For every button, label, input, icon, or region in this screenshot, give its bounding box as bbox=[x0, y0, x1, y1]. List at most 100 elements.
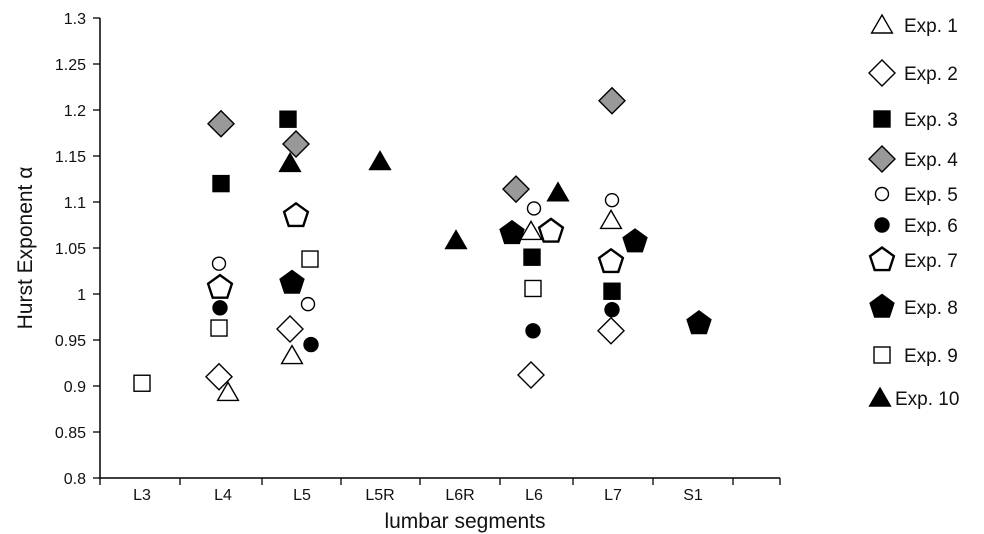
legend-item: Exp. 8 bbox=[869, 293, 958, 319]
data-point bbox=[279, 110, 297, 128]
legend-marker bbox=[874, 186, 890, 202]
x-tick-label: L5 bbox=[293, 487, 311, 504]
series-3 bbox=[212, 110, 621, 300]
series-4 bbox=[207, 86, 626, 204]
x-tick-label: L3 bbox=[133, 487, 151, 504]
x-tick-label: L7 bbox=[604, 487, 622, 504]
y-tick-label: 1.3 bbox=[64, 11, 86, 28]
x-tick-label: S1 bbox=[683, 487, 703, 504]
data-point bbox=[502, 175, 530, 204]
data-point bbox=[526, 201, 542, 216]
data-point bbox=[211, 256, 227, 271]
legend-item: Exp. 3 bbox=[873, 110, 958, 131]
legend-label: Exp. 10 bbox=[895, 389, 959, 410]
data-point bbox=[212, 300, 228, 316]
x-tick-label: L4 bbox=[214, 487, 232, 504]
legend-item: Exp. 6 bbox=[874, 216, 958, 237]
data-point bbox=[212, 174, 230, 193]
data-point bbox=[519, 220, 543, 241]
legend-marker bbox=[868, 386, 892, 407]
y-tick-label: 0.85 bbox=[55, 425, 86, 442]
data-point bbox=[282, 201, 310, 228]
data-point bbox=[537, 217, 565, 243]
legend-marker bbox=[868, 59, 896, 87]
data-point bbox=[598, 86, 626, 115]
series-8 bbox=[279, 219, 712, 335]
y-axis-ticks: 0.8 0.85 0.9 0.95 1 1.05 1.1 1.15 1.2 1.25 1.3 bbox=[55, 11, 100, 488]
legend-item: Exp. 5 bbox=[874, 185, 958, 206]
legend-marker bbox=[868, 145, 896, 173]
data-point bbox=[210, 319, 228, 337]
data-point bbox=[523, 248, 541, 266]
x-axis-title: lumbar segments bbox=[384, 510, 545, 533]
legend-marker bbox=[870, 13, 894, 34]
x-tick-label: L5R bbox=[365, 487, 394, 504]
y-tick-label: 0.95 bbox=[55, 333, 86, 350]
data-point bbox=[603, 282, 621, 300]
data-point bbox=[604, 301, 620, 318]
legend-label: Exp. 7 bbox=[904, 251, 958, 272]
legend-label: Exp. 8 bbox=[904, 298, 958, 319]
y-axis-title: Hurst Exponent α bbox=[14, 167, 37, 330]
legend-item: Exp. 2 bbox=[868, 59, 958, 87]
legend-marker bbox=[873, 346, 891, 364]
legend-marker bbox=[868, 246, 896, 272]
legend-item: Exp. 7 bbox=[868, 246, 958, 272]
data-point bbox=[301, 250, 319, 268]
data-point bbox=[300, 296, 316, 312]
legend-item: Exp. 10 bbox=[868, 386, 959, 410]
x-tick-label: L6R bbox=[445, 487, 474, 504]
series-6 bbox=[212, 300, 620, 353]
data-point bbox=[686, 310, 712, 335]
series-5 bbox=[211, 192, 620, 312]
legend-label: Exp. 6 bbox=[904, 216, 958, 237]
legend-marker bbox=[874, 217, 890, 233]
data-points bbox=[133, 86, 712, 402]
legend: Exp. 1 Exp. 2 Exp. 3 Exp. 4 Exp. 5 Exp. 6 Exp.… bbox=[868, 13, 959, 410]
data-point bbox=[368, 150, 392, 171]
y-tick-label: 1.15 bbox=[55, 149, 86, 166]
data-point bbox=[597, 247, 625, 274]
data-point bbox=[517, 361, 545, 389]
data-point bbox=[599, 209, 623, 230]
legend-item: Exp. 4 bbox=[868, 145, 958, 173]
data-point bbox=[280, 344, 304, 365]
data-point bbox=[133, 374, 151, 392]
legend-label: Exp. 2 bbox=[904, 64, 958, 85]
data-point bbox=[216, 381, 240, 402]
y-tick-label: 1.05 bbox=[55, 241, 86, 258]
data-point bbox=[444, 229, 468, 250]
series-2 bbox=[205, 315, 625, 391]
legend-label: Exp. 4 bbox=[904, 150, 958, 171]
series-7 bbox=[206, 201, 625, 299]
data-point bbox=[525, 323, 541, 339]
y-tick-label: 1.1 bbox=[64, 195, 86, 212]
data-point bbox=[597, 316, 625, 345]
y-tick-label: 0.9 bbox=[64, 379, 86, 396]
data-point bbox=[604, 192, 620, 208]
y-tick-label: 1.25 bbox=[55, 57, 86, 74]
y-tick-label: 1 bbox=[77, 287, 86, 304]
data-point bbox=[282, 130, 310, 158]
series-1 bbox=[216, 209, 623, 402]
legend-label: Exp. 3 bbox=[904, 110, 958, 131]
x-axis-ticks: L3 L4 L5 L5R L6R L6 L7 S1 bbox=[99, 478, 781, 504]
legend-marker bbox=[873, 110, 891, 128]
data-point bbox=[546, 181, 570, 202]
data-point bbox=[279, 269, 305, 294]
data-point bbox=[276, 315, 304, 343]
legend-item: Exp. 1 bbox=[870, 13, 958, 37]
data-point bbox=[499, 219, 525, 245]
data-point bbox=[206, 273, 234, 299]
x-tick-label: L6 bbox=[525, 487, 543, 504]
data-point bbox=[303, 336, 319, 353]
data-point bbox=[207, 109, 235, 138]
legend-item: Exp. 9 bbox=[873, 346, 958, 367]
legend-marker bbox=[869, 293, 895, 318]
legend-label: Exp. 1 bbox=[904, 16, 958, 37]
series-10 bbox=[278, 150, 570, 250]
y-tick-label: 1.2 bbox=[64, 103, 86, 120]
data-point bbox=[622, 228, 648, 253]
